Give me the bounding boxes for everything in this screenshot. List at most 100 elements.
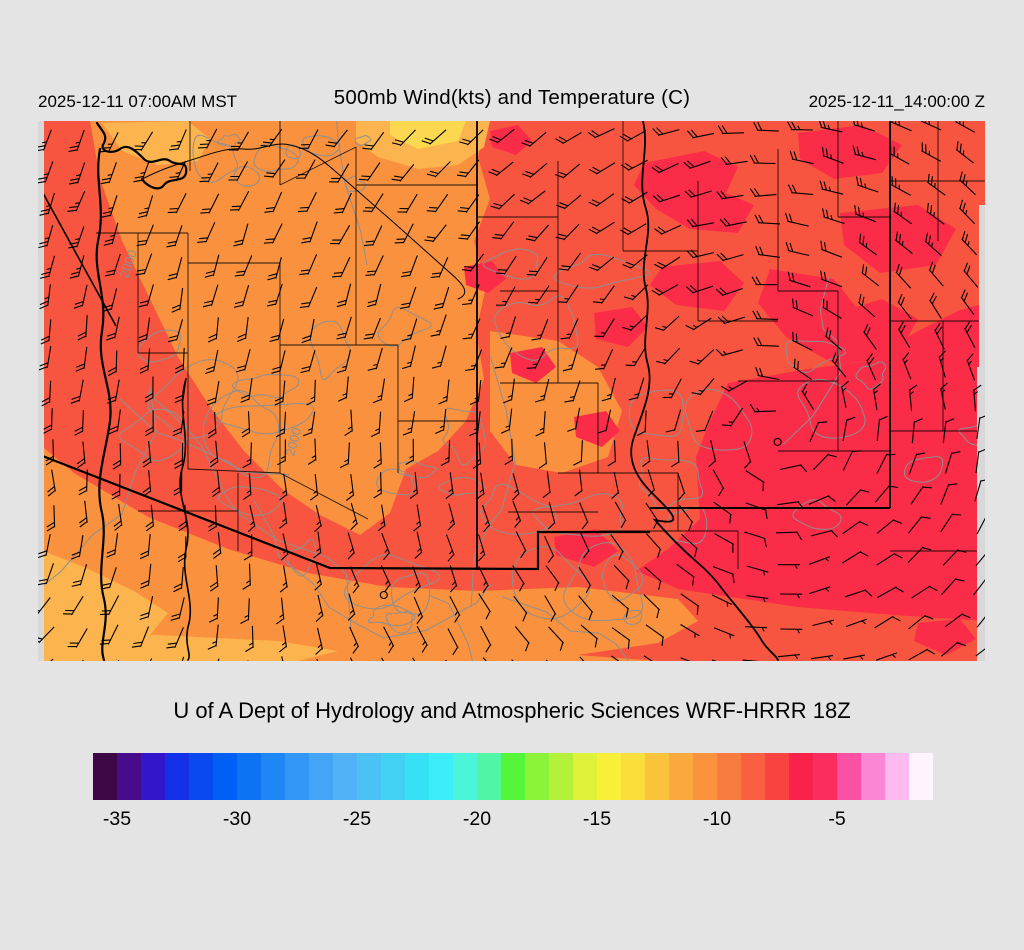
wind-barb [845, 589, 873, 598]
us-mexico-border [39, 453, 650, 571]
wind-barb [858, 293, 876, 318]
wind-barb [38, 345, 52, 371]
wind-barb [500, 316, 517, 339]
wind-barb [362, 193, 384, 213]
colorbar-segment [453, 753, 477, 800]
wind-barb [714, 533, 734, 553]
wind-barb [240, 378, 253, 403]
wind-barb [942, 549, 967, 566]
wind-barb [831, 352, 847, 378]
wind-barb [481, 505, 491, 533]
wind-barb [144, 376, 154, 403]
wind-barb [515, 531, 527, 559]
wind-barb [526, 257, 548, 277]
wind-barb [36, 161, 54, 184]
colorbar-segment [237, 753, 261, 800]
wind-barb [433, 286, 450, 310]
colorbar-segment [477, 753, 501, 800]
wind-barb [578, 567, 592, 594]
wind-barb [344, 409, 353, 437]
terrain-contours [2, 0, 994, 751]
wind-barb [521, 131, 547, 148]
wind-barb [243, 473, 252, 500]
wind-barb [787, 271, 811, 288]
wind-barb [601, 377, 616, 402]
wind-barb [749, 154, 776, 165]
wind-barb [720, 156, 748, 166]
wind-barb [228, 161, 248, 181]
wind-barb [820, 270, 843, 288]
wind-barb [38, 224, 54, 249]
colorbar-segment [381, 753, 405, 800]
terrain-contour [502, 596, 633, 666]
wind-barb [959, 171, 976, 196]
wind-barb [716, 252, 744, 262]
colorbar-segment [885, 753, 909, 800]
wind-barb [842, 550, 869, 564]
wind-barb [751, 276, 778, 286]
wind-barb [211, 470, 221, 498]
wind-barb [680, 624, 700, 638]
wind-barb [373, 472, 382, 499]
wind-barb [76, 441, 86, 469]
wind-barb [652, 127, 680, 136]
wind-barb [363, 317, 381, 340]
wind-barb [264, 191, 283, 213]
terrain-contour [563, 542, 644, 622]
wind-barb [245, 625, 254, 653]
colorbar-segment [309, 753, 333, 800]
wind-barb [755, 367, 780, 381]
wind-barb [580, 624, 599, 648]
state-borders [37, 121, 891, 571]
wind-barb [280, 533, 289, 561]
wind-barb [691, 377, 715, 396]
wind-barb [405, 438, 414, 465]
wind-barb [397, 193, 418, 214]
terrain-contour [494, 295, 579, 361]
wind-barb [588, 221, 615, 235]
wind-barb [514, 626, 530, 652]
temperature-region [490, 125, 532, 155]
wind-barb [240, 598, 250, 624]
wind-barb [824, 327, 843, 351]
wind-barb [712, 469, 725, 497]
terrain-contour [202, 390, 280, 479]
wind-barb [112, 443, 122, 470]
wind-barb [588, 162, 616, 175]
wind-barb [137, 195, 154, 219]
wind-barb [169, 129, 187, 151]
wind-barb [556, 194, 582, 210]
wind-barb [494, 347, 513, 369]
wind-barb [103, 222, 119, 246]
wind-barb [940, 513, 962, 533]
wind-barb [171, 287, 184, 313]
wind-barb [104, 253, 121, 277]
colorbar-tick-label: -15 [582, 808, 612, 830]
wind-barb [636, 410, 647, 436]
terrain-contour [783, 276, 842, 445]
wind-barb [329, 163, 350, 183]
wind-barb [874, 484, 898, 503]
wind-barb [438, 379, 450, 405]
wind-barb [209, 440, 219, 468]
terrain-contour [470, 356, 516, 608]
wind-barb [430, 314, 447, 337]
wind-barb [689, 349, 715, 366]
temperature-region [554, 529, 618, 567]
wind-barb [198, 128, 218, 149]
wind-barb [745, 502, 768, 519]
wind-barb [645, 502, 659, 529]
wind-barb [337, 376, 349, 402]
wind-barb [942, 418, 955, 444]
terrain-contour [797, 378, 866, 439]
wind-barb [749, 188, 777, 197]
wind-barb [544, 595, 557, 622]
wind-barb [142, 440, 152, 468]
wind-barb [299, 129, 319, 150]
wind-barb [557, 284, 579, 304]
wind-barb [462, 318, 481, 340]
wind-barb [861, 264, 880, 287]
wind-barb [99, 595, 120, 616]
wind-barb [136, 224, 154, 247]
